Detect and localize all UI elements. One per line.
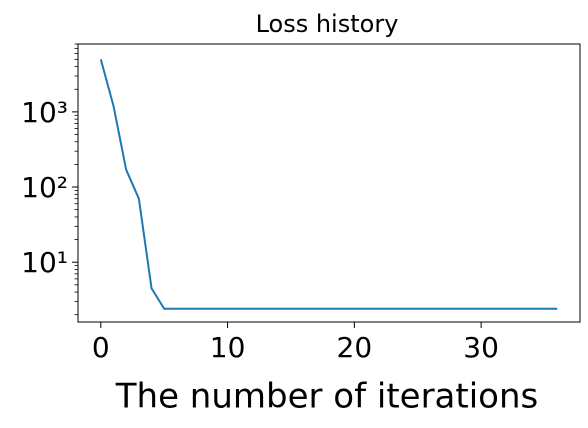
x-tick-label: 20: [337, 331, 373, 364]
y-tick-label: 10¹: [21, 246, 68, 279]
chart-title: Loss history: [256, 10, 399, 38]
y-tick-label: 10³: [21, 96, 68, 129]
x-tick-label: 10: [210, 331, 246, 364]
y-tick-label: 10²: [21, 171, 68, 204]
line: [99, 59, 558, 310]
axes-frame: [77, 43, 581, 323]
x-axis-label: The number of iterations: [115, 377, 538, 417]
x-tick-label: 30: [463, 331, 499, 364]
x-tick-label: 0: [92, 331, 110, 364]
